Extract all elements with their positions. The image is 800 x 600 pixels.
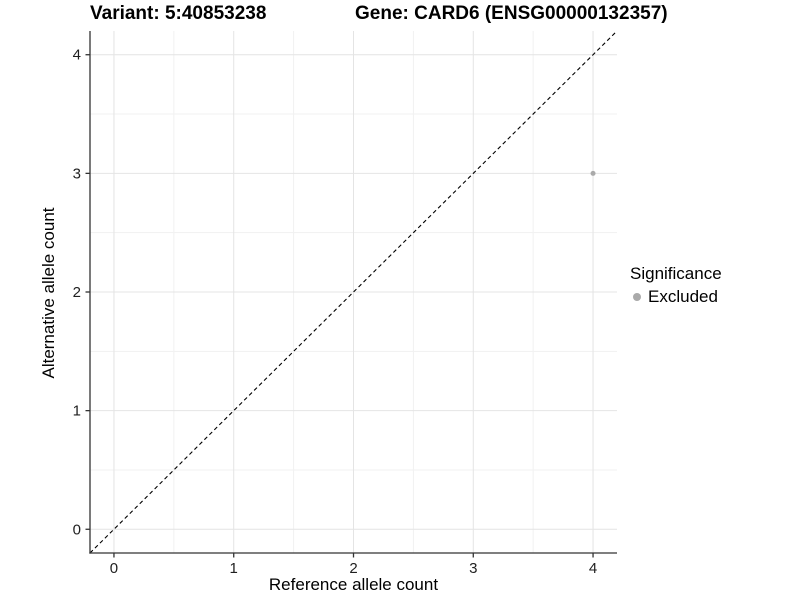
y-tick-label: 1 bbox=[73, 403, 81, 420]
x-axis-title: Reference allele count bbox=[268, 575, 439, 594]
y-tick-label: 4 bbox=[73, 47, 81, 64]
legend-item-label: Excluded bbox=[648, 287, 718, 306]
y-tick-label: 2 bbox=[73, 284, 81, 301]
legend-item: Excluded bbox=[630, 287, 722, 307]
legend-items: Excluded bbox=[630, 287, 722, 307]
legend: Significance Excluded bbox=[630, 263, 722, 307]
y-axis-title: Alternative allele count bbox=[39, 207, 58, 379]
x-tick-label: 1 bbox=[230, 560, 238, 577]
legend-key-dot-icon bbox=[633, 293, 641, 301]
x-tick-label: 3 bbox=[469, 560, 477, 577]
plot-title-variant: Variant: 5:40853238 bbox=[90, 3, 267, 24]
x-tick-label: 0 bbox=[110, 560, 118, 577]
plot-title-gene: Gene: CARD6 (ENSG00000132357) bbox=[355, 3, 668, 24]
x-tick-label: 2 bbox=[349, 560, 357, 577]
x-tick-label: 4 bbox=[589, 560, 597, 577]
y-tick-label: 0 bbox=[73, 521, 81, 538]
data-point bbox=[590, 170, 596, 176]
legend-title: Significance bbox=[630, 264, 722, 283]
y-tick-label: 3 bbox=[73, 165, 81, 182]
identity-dashed-line bbox=[89, 30, 618, 554]
